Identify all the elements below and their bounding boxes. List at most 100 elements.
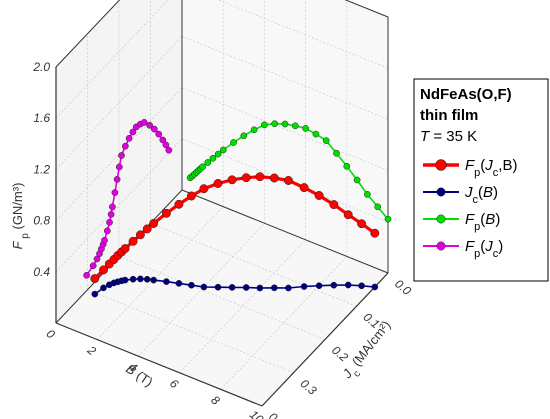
floor-grid-b xyxy=(96,206,224,340)
series-3 xyxy=(83,119,173,279)
data-point xyxy=(188,281,195,289)
floor-grid-b xyxy=(179,239,306,374)
data-point xyxy=(175,280,183,287)
data-point xyxy=(270,284,278,292)
legend-marker xyxy=(436,187,446,197)
data-point xyxy=(161,208,171,218)
data-point xyxy=(228,284,236,291)
data-point xyxy=(163,278,170,285)
legend-marker xyxy=(435,159,447,171)
legend-entry-label: Jc(B) xyxy=(464,184,498,206)
data-point xyxy=(165,146,173,154)
data-point xyxy=(250,126,258,134)
data-point xyxy=(371,283,379,291)
b-tick-label: 8 xyxy=(208,393,222,408)
legend-title-line2: thin film xyxy=(420,107,478,124)
data-point xyxy=(291,122,299,130)
data-point xyxy=(91,290,99,298)
data-point xyxy=(142,224,152,234)
data-point xyxy=(344,281,352,289)
b-tick-label: 0 xyxy=(44,326,58,341)
data-point xyxy=(384,215,392,223)
left-grid-fp xyxy=(55,87,183,221)
data-point xyxy=(106,218,113,226)
jc-axis-line xyxy=(261,272,389,407)
data-point xyxy=(353,176,361,184)
legend-entry-label: Fp(Jc) xyxy=(465,238,503,260)
data-point xyxy=(364,191,371,198)
data-point xyxy=(90,274,100,284)
data-point xyxy=(109,203,116,211)
data-point xyxy=(121,276,129,284)
floor-grid-jc xyxy=(118,256,326,340)
data-point xyxy=(312,130,320,138)
series-2 xyxy=(186,120,392,223)
data-point xyxy=(121,142,129,150)
data-point xyxy=(150,125,158,133)
data-point xyxy=(357,219,367,229)
data-point xyxy=(162,141,170,149)
data-point xyxy=(99,265,108,275)
data-point xyxy=(113,176,121,183)
data-point xyxy=(219,146,227,154)
legend-title-line1: NdFeAs(O,F) xyxy=(420,86,512,103)
data-point xyxy=(199,184,209,194)
floor-pane xyxy=(56,190,388,406)
back-floor-edge xyxy=(181,189,389,274)
data-point xyxy=(343,162,351,170)
fp-tick-label: 0.4 xyxy=(33,265,50,279)
data-point xyxy=(107,211,115,218)
back-top-edge xyxy=(344,0,389,18)
data-point xyxy=(343,210,353,220)
data-point xyxy=(322,137,330,144)
data-point xyxy=(129,128,137,136)
data-point xyxy=(300,283,308,290)
legend-entry-label: Fp(Jc,B) xyxy=(465,157,517,179)
floor-grid-jc xyxy=(87,289,294,374)
data-point xyxy=(214,150,222,158)
data-point xyxy=(271,120,279,128)
data-point xyxy=(213,179,223,188)
data-point xyxy=(314,191,324,200)
series-0 xyxy=(90,172,380,284)
data-point xyxy=(146,121,153,129)
data-point xyxy=(101,236,108,244)
data-point xyxy=(129,275,137,283)
data-point xyxy=(137,275,144,283)
data-point xyxy=(370,228,380,238)
data-point xyxy=(315,282,323,290)
data-point xyxy=(186,191,196,201)
legend-temperature: T = 35 K xyxy=(420,128,477,145)
data-point xyxy=(204,159,212,166)
left-grid-fp xyxy=(55,36,183,170)
legend: NdFeAs(O,F) thin film T = 35 K Fp(Jc,B) Jc(B… xyxy=(413,78,549,282)
back-grid-fp xyxy=(181,36,389,120)
data-point xyxy=(242,284,250,291)
data-point xyxy=(115,163,123,171)
data-point xyxy=(143,275,151,283)
data-point xyxy=(155,130,163,138)
fp-tick-label: 0.8 xyxy=(33,214,50,228)
fp-axis-title: F p (GN/m³) xyxy=(10,183,31,250)
jc-tick-label: 0.0 xyxy=(392,277,414,299)
data-point xyxy=(83,271,90,279)
data-point xyxy=(214,283,222,291)
data-point xyxy=(89,262,97,270)
b-tick-label: 2 xyxy=(84,342,99,358)
data-point xyxy=(149,219,159,228)
data-point xyxy=(230,139,237,146)
data-point xyxy=(261,121,268,129)
data-point xyxy=(269,173,279,183)
legend-entry-label: Fp(B) xyxy=(465,211,500,233)
b-axis-line xyxy=(55,322,263,407)
legend-marker xyxy=(436,214,446,224)
data-point xyxy=(330,281,338,289)
legend-marker xyxy=(436,241,446,251)
b-tick-label: 6 xyxy=(167,376,181,391)
data-point xyxy=(159,136,167,144)
data-point xyxy=(199,163,206,171)
series-1 xyxy=(91,275,379,298)
data-point xyxy=(100,284,107,292)
left-grid-fp xyxy=(55,0,169,119)
